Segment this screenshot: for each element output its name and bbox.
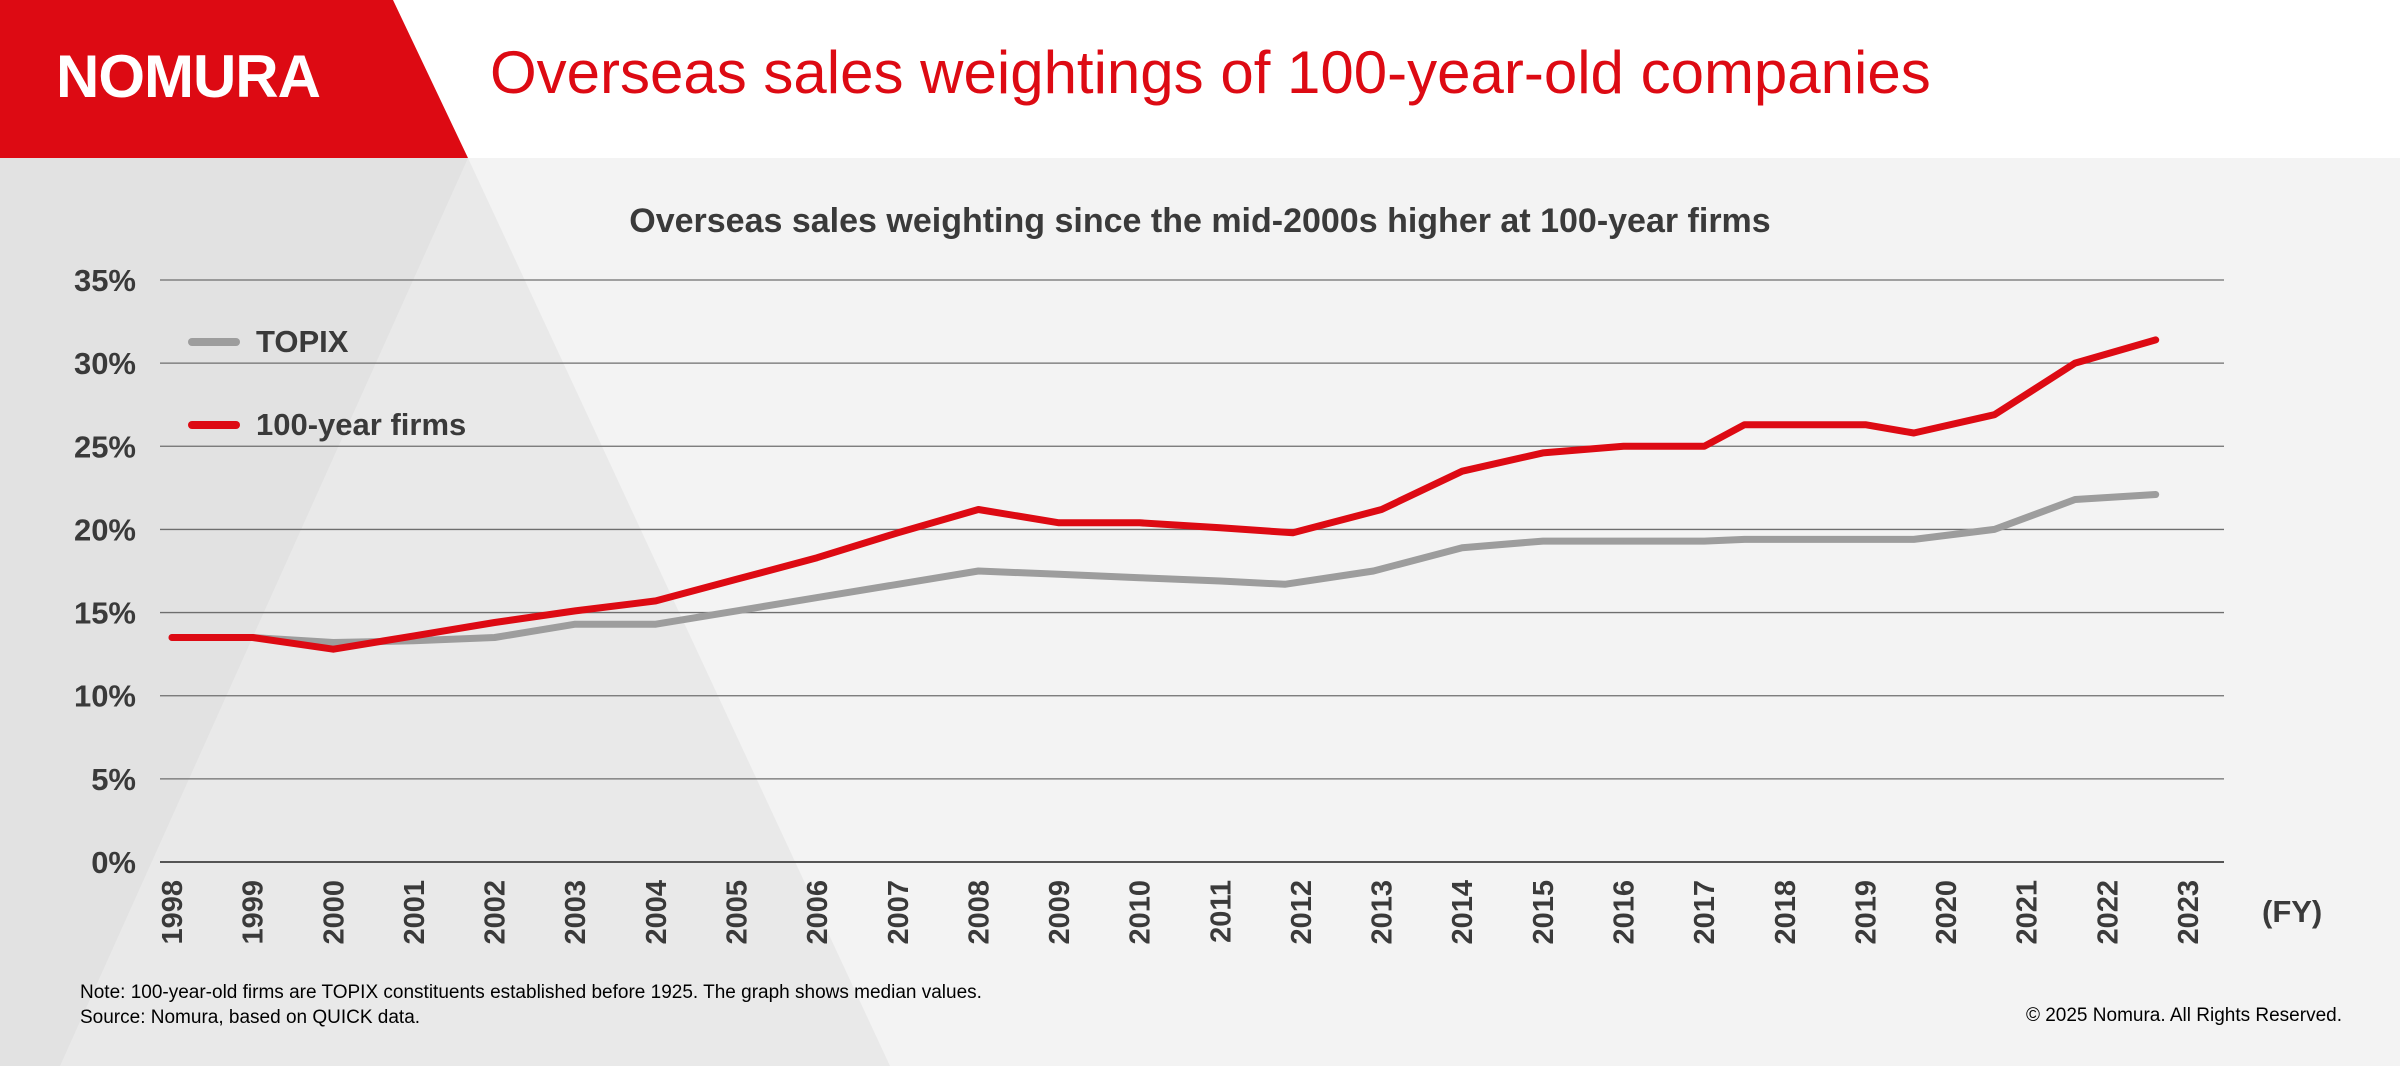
legend-item-100-year-firms: 100-year firms [188, 383, 466, 466]
y-tick-label: 20% [74, 512, 136, 547]
footnote-source: Source: Nomura, based on QUICK data. [80, 1007, 421, 1028]
x-tick-label: 1998 [157, 880, 189, 945]
x-tick-label: 2001 [399, 880, 431, 945]
legend-item-topix: TOPIX [188, 300, 466, 383]
x-tick-label: 2002 [480, 880, 512, 945]
x-tick-label: 2021 [2012, 880, 2044, 945]
x-tick-label: 2013 [1367, 880, 1399, 945]
logo-block [0, 0, 468, 158]
legend-swatch-topix [188, 337, 240, 346]
x-tick-label: 2008 [963, 880, 995, 945]
x-tick-label: 2006 [802, 880, 834, 945]
y-tick-label: 30% [74, 346, 136, 381]
footnote-note: Note: 100-year-old firms are TOPIX const… [80, 982, 982, 1003]
x-tick-label: 1999 [238, 880, 270, 945]
x-tick-label: 2000 [318, 880, 350, 945]
y-tick-label: 10% [74, 679, 136, 714]
x-tick-label: 2009 [1044, 880, 1076, 945]
nomura-logo: NOMURA [56, 43, 321, 110]
x-tick-label: 2016 [1609, 880, 1641, 945]
x-tick-label: 2022 [2092, 880, 2124, 945]
x-tick-label: 2020 [1931, 880, 1963, 945]
x-tick-label: 2011 [1205, 880, 1237, 943]
chart-legend: TOPIX 100-year firms [188, 300, 466, 466]
y-tick-label: 35% [74, 263, 136, 298]
legend-swatch-100-year-firms [188, 420, 240, 429]
footnote: Note: 100-year-old firms are TOPIX const… [80, 980, 982, 1030]
x-tick-label: 2017 [1689, 880, 1721, 945]
y-tick-label: 15% [74, 596, 136, 631]
x-tick-label: 2015 [1528, 880, 1560, 945]
x-axis-label: (FY) [2262, 894, 2322, 929]
legend-label-topix: TOPIX [256, 323, 349, 359]
y-tick-label: 25% [74, 429, 136, 464]
chart-title: Overseas sales weighting since the mid-2… [629, 202, 1770, 240]
x-tick-label: 2012 [1286, 880, 1318, 945]
series-line-100-year-firms [168, 336, 2160, 653]
x-tick-label: 2010 [1125, 880, 1157, 945]
x-tick-label: 2019 [1850, 880, 1882, 945]
page-title: Overseas sales weightings of 100-year-ol… [490, 39, 1931, 106]
x-tick-label: 2004 [641, 880, 673, 945]
x-tick-label: 2007 [883, 880, 915, 945]
legend-label-100-year-firms: 100-year firms [256, 406, 467, 442]
y-tick-label: 0% [91, 845, 136, 880]
x-tick-label: 2005 [721, 880, 753, 945]
x-tick-label: 2003 [560, 880, 592, 945]
y-tick-label: 5% [91, 762, 136, 797]
x-tick-label: 2014 [1447, 880, 1479, 945]
x-tick-label: 2018 [1770, 880, 1802, 945]
x-tick-label: 2023 [2173, 880, 2205, 945]
copyright: © 2025 Nomura. All Rights Reserved. [2025, 1005, 2342, 1026]
series-line-topix [168, 491, 2160, 646]
